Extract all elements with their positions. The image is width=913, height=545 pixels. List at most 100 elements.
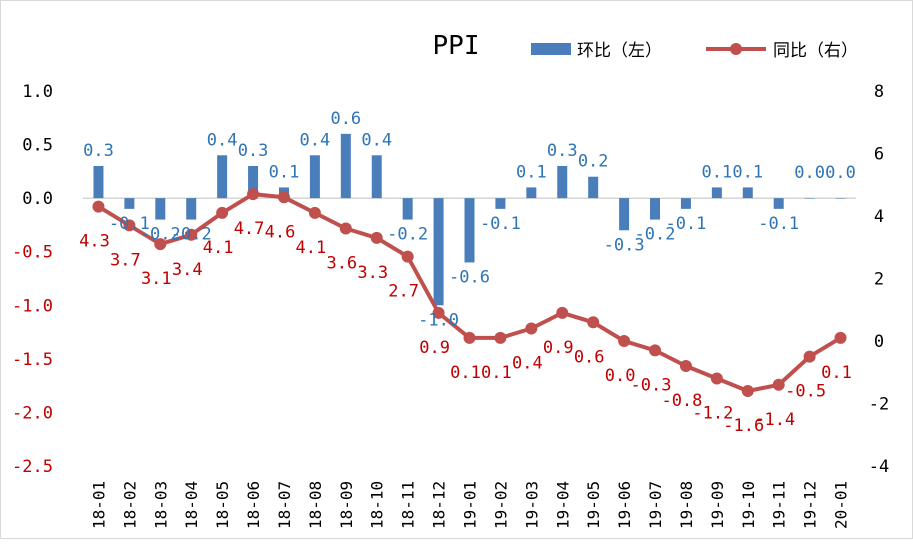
- bar: [464, 198, 475, 263]
- bar-data-label: 0.3: [83, 141, 114, 161]
- line-point: [339, 222, 352, 235]
- bar-data-label: -0.2: [140, 225, 181, 245]
- y-left-tick-label: 0.5: [22, 136, 53, 156]
- line-data-label: 2.7: [388, 282, 419, 302]
- line-data-label: 0.1: [450, 363, 481, 383]
- bar: [124, 198, 135, 209]
- y-right-tick-label: -2: [869, 395, 889, 415]
- line-data-label: -1.4: [754, 410, 795, 430]
- bar-data-label: 0.0: [825, 163, 856, 183]
- bar: [711, 187, 722, 199]
- x-tick-label: 19-11: [770, 481, 789, 529]
- bar-data-label: 0.1: [702, 162, 733, 182]
- y-right-tick-label: -4: [869, 457, 889, 477]
- bar-data-label: -0.1: [109, 214, 150, 234]
- x-tick-label: 18-10: [368, 481, 387, 529]
- bar: [773, 198, 784, 209]
- bar-data-label: -1.0: [418, 310, 459, 330]
- line-point: [247, 188, 260, 201]
- line-point: [277, 191, 290, 204]
- line-data-label: 4.1: [296, 238, 327, 258]
- x-tick-label: 18-08: [306, 481, 325, 529]
- line-data-label: 0.0: [605, 366, 636, 386]
- bar: [650, 198, 661, 220]
- x-tick-label: 19-10: [739, 481, 758, 529]
- bar: [402, 198, 413, 220]
- line-data-label: 3.1: [141, 269, 172, 289]
- bar-data-label: -0.6: [449, 267, 490, 287]
- bar-data-label: 0.1: [269, 162, 300, 182]
- line-point: [834, 331, 847, 344]
- x-tick-label: 19-01: [461, 481, 480, 529]
- bar: [526, 187, 537, 199]
- line-data-label: 4.1: [203, 238, 234, 258]
- bar-data-label: 0.3: [238, 141, 269, 161]
- line-point: [308, 206, 321, 219]
- x-tick-label: 19-05: [584, 481, 603, 529]
- line-data-label: -0.5: [785, 382, 826, 402]
- bar: [371, 155, 382, 199]
- bar-data-label: 0.2: [578, 152, 609, 172]
- y-left-tick-label: -1.5: [12, 350, 53, 370]
- line-point: [649, 344, 662, 357]
- x-tick-label: 19-04: [553, 481, 572, 529]
- y-right-tick-label: 2: [874, 270, 884, 290]
- line-point: [370, 231, 383, 244]
- bar-data-label: 0.1: [732, 162, 763, 182]
- bar-data-label: 0.4: [207, 130, 238, 150]
- line-data-label: 0.9: [419, 338, 450, 358]
- plot-area: 1.0 0.5 0.0 -0.5 -1.0 -1.5 -2.0 -2.5 8 6 4 2 0 -2 -4 18…: [12, 82, 889, 529]
- y-left-tick-label: -2.0: [12, 403, 53, 423]
- bar-data-label: -0.2: [171, 225, 212, 245]
- x-tick-label: 18-12: [430, 481, 449, 529]
- line-data-label: -0.8: [661, 391, 702, 411]
- bar: [340, 133, 351, 199]
- line-point: [123, 219, 136, 232]
- bar-data-label: -0.1: [480, 214, 521, 234]
- line-data-label: 3.4: [172, 260, 203, 280]
- x-tick-label: 18-11: [399, 481, 418, 529]
- y-left-tick-label: -0.5: [12, 243, 53, 263]
- bar-data-label: -0.1: [665, 214, 706, 234]
- line-data-label: 0.9: [543, 338, 574, 358]
- line-point: [494, 331, 507, 344]
- line-point: [772, 378, 785, 391]
- bar: [680, 198, 691, 209]
- x-tick-label: 20-01: [832, 481, 851, 529]
- line-point: [679, 360, 692, 372]
- line-data-label: 0.6: [574, 347, 605, 367]
- y-left-tick-label: -2.5: [12, 457, 53, 477]
- bar-data-label: 0.1: [516, 162, 547, 182]
- line-data-label: 0.1: [821, 363, 852, 383]
- line-point: [92, 200, 105, 213]
- line-data-label: 4.6: [265, 222, 296, 242]
- legend-bar-label: 环比（左）: [577, 41, 662, 61]
- line-data-label: -0.3: [631, 375, 672, 395]
- y-right-tick-label: 8: [874, 82, 884, 102]
- bar: [155, 198, 166, 220]
- bar: [557, 166, 568, 199]
- bar: [619, 198, 630, 231]
- x-tick-label: 18-02: [120, 481, 139, 529]
- line-data-label: -1.6: [723, 416, 764, 436]
- bar: [217, 155, 228, 199]
- bar: [835, 198, 846, 199]
- line-point: [154, 238, 167, 251]
- line-point: [216, 206, 229, 219]
- line-point: [618, 335, 631, 347]
- bar: [93, 166, 104, 199]
- line-data-label: 3.6: [326, 254, 357, 274]
- bar-data-label: 0.3: [547, 141, 578, 161]
- legend-bar-swatch: [531, 43, 571, 55]
- x-tick-label: 19-03: [522, 481, 541, 529]
- chart-title: PPI: [433, 31, 480, 61]
- x-tick-label: 19-07: [646, 481, 665, 529]
- line-data-label: -1.2: [692, 404, 733, 424]
- bar-data-label: 0.0: [794, 163, 825, 183]
- y-right-tick-label: 6: [874, 145, 884, 165]
- x-tick-label: 19-12: [801, 481, 820, 529]
- bar: [588, 176, 599, 199]
- y-right-tick-label: 0: [874, 332, 884, 352]
- legend-line-marker: [730, 43, 742, 55]
